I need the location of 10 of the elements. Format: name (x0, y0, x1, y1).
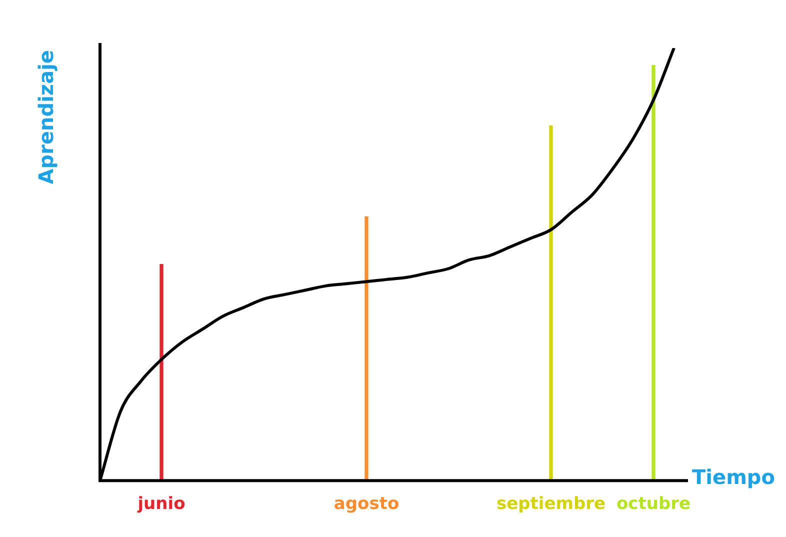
x-axis-title: Tiempo (692, 464, 775, 489)
x-tick-label: junio (136, 494, 186, 514)
bar (652, 64, 656, 481)
x-tick-label: septiembre (496, 494, 606, 514)
x-tick-label: agosto (334, 494, 400, 514)
bar (364, 216, 368, 481)
x-tick-label: octubre (616, 494, 691, 514)
y-axis-title: Aprendizaje (34, 50, 58, 184)
bar (160, 264, 164, 481)
bar (549, 126, 553, 481)
